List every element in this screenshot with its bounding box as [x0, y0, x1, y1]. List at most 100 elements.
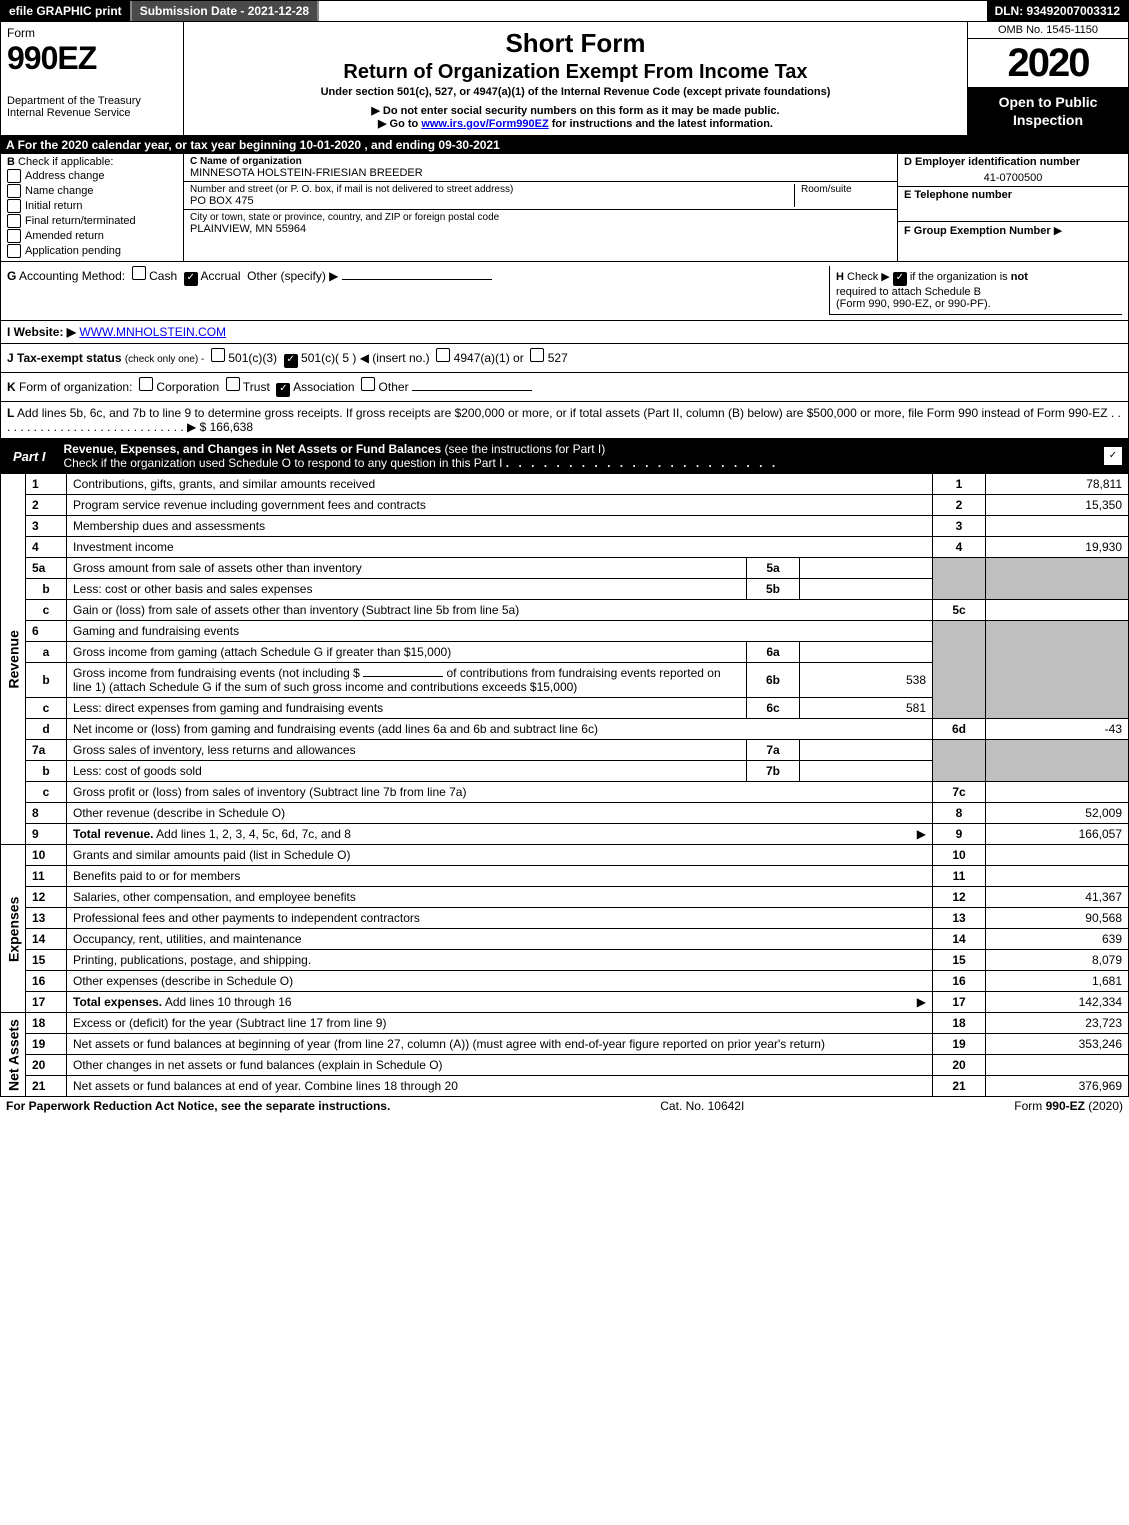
line-19-desc: Net assets or fund balances at beginning…	[67, 1034, 933, 1055]
schedule-o-checkbox[interactable]	[1104, 447, 1122, 465]
irs-link[interactable]: www.irs.gov/Form990EZ	[421, 118, 548, 130]
website-link[interactable]: WWW.MNHOLSTEIN.COM	[79, 325, 226, 339]
line-14-desc: Occupancy, rent, utilities, and maintena…	[67, 929, 933, 950]
period-bar: A For the 2020 calendar year, or tax yea…	[0, 136, 1129, 154]
501c3-label: 501(c)(3)	[228, 351, 277, 365]
line-6c-desc: Less: direct expenses from gaming and fu…	[67, 698, 747, 719]
part-1-label: Part I	[1, 446, 58, 467]
line-2-num: 2	[26, 495, 67, 516]
j-label: J Tax-exempt status	[7, 351, 122, 365]
form-prefix: Form	[1014, 1099, 1045, 1113]
initial-return-checkbox[interactable]	[7, 199, 21, 213]
line-4-val: 19,930	[986, 537, 1129, 558]
j-row: J Tax-exempt status (check only one) - 5…	[0, 344, 1129, 373]
line-7b-box: 7b	[747, 761, 800, 782]
application-pending-checkbox[interactable]	[7, 244, 21, 258]
trust-checkbox[interactable]	[226, 377, 240, 391]
k-label: K	[7, 380, 16, 394]
line-17-box: 17	[933, 992, 986, 1013]
501c-checkbox[interactable]	[284, 354, 298, 368]
line-10-box: 10	[933, 845, 986, 866]
cash-checkbox[interactable]	[132, 266, 146, 280]
line-20-num: 20	[26, 1055, 67, 1076]
line-15-num: 15	[26, 950, 67, 971]
527-checkbox[interactable]	[530, 348, 544, 362]
form-number-footer: 990-EZ	[1046, 1099, 1085, 1113]
line-7c-desc: Gross profit or (loss) from sales of inv…	[67, 782, 933, 803]
submission-date-button[interactable]: Submission Date - 2021-12-28	[130, 1, 319, 21]
top-bar: efile GRAPHIC print Submission Date - 20…	[0, 0, 1129, 22]
line-15-val: 8,079	[986, 950, 1129, 971]
line-6d-val: -43	[986, 719, 1129, 740]
shaded-7	[933, 740, 986, 782]
line-5a-box: 5a	[747, 558, 800, 579]
line-6a-desc: Gross income from gaming (attach Schedul…	[67, 642, 747, 663]
application-pending-label: Application pending	[25, 245, 121, 257]
4947-checkbox[interactable]	[436, 348, 450, 362]
part-1-title: Revenue, Expenses, and Changes in Net As…	[58, 439, 1104, 473]
open-to-public: Open to Public Inspection	[968, 87, 1128, 135]
line-19-num: 19	[26, 1034, 67, 1055]
line-5a-desc: Gross amount from sale of assets other t…	[67, 558, 747, 579]
line-21-num: 21	[26, 1076, 67, 1097]
shaded-6	[933, 621, 986, 719]
org-name: MINNESOTA HOLSTEIN-FRIESIAN BREEDER	[190, 167, 891, 179]
h-text3: required to attach Schedule B	[836, 286, 981, 298]
h-box: H Check ▶ if the organization is not req…	[829, 266, 1122, 315]
part-1-check-text: Check if the organization used Schedule …	[64, 456, 503, 470]
shaded-6-val	[986, 621, 1129, 719]
l-text: Add lines 5b, 6c, and 7b to line 9 to de…	[17, 406, 1108, 420]
b-label: B	[7, 156, 15, 168]
line-7c-box: 7c	[933, 782, 986, 803]
c-label: C Name of organization	[190, 156, 891, 167]
line-6b-num: b	[26, 663, 67, 698]
corporation-label: Corporation	[156, 380, 219, 394]
dept-label: Department of the Treasury Internal Reve…	[7, 95, 177, 119]
cat-no: Cat. No. 10642I	[660, 1099, 744, 1113]
tax-year: 2020	[968, 39, 1128, 87]
line-4-num: 4	[26, 537, 67, 558]
line-7a-box: 7a	[747, 740, 800, 761]
501c3-checkbox[interactable]	[211, 348, 225, 362]
line-9-num: 9	[26, 824, 67, 845]
address: PO BOX 475	[190, 195, 794, 207]
address-change-checkbox[interactable]	[7, 169, 21, 183]
line-5b-num: b	[26, 579, 67, 600]
title-box: Short Form Return of Organization Exempt…	[184, 22, 967, 135]
addr-label: Number and street (or P. O. box, if mail…	[190, 184, 794, 195]
period-text: For the 2020 calendar year, or tax year …	[18, 138, 500, 152]
name-change-checkbox[interactable]	[7, 184, 21, 198]
l-value: $ 166,638	[200, 420, 253, 434]
corporation-checkbox[interactable]	[139, 377, 153, 391]
shaded-5-val	[986, 558, 1129, 600]
l-label: L	[7, 406, 14, 420]
line-4-desc: Investment income	[67, 537, 933, 558]
efile-print-label[interactable]: efile GRAPHIC print	[1, 1, 130, 21]
line-7a-desc: Gross sales of inventory, less returns a…	[67, 740, 747, 761]
line-6a-num: a	[26, 642, 67, 663]
association-label: Association	[293, 380, 354, 394]
under-section: Under section 501(c), 527, or 4947(a)(1)…	[188, 86, 963, 98]
line-8-desc: Other revenue (describe in Schedule O)	[67, 803, 933, 824]
line-5c-val	[986, 600, 1129, 621]
association-checkbox[interactable]	[276, 383, 290, 397]
amended-return-checkbox[interactable]	[7, 229, 21, 243]
g-text: Accounting Method:	[19, 269, 125, 283]
paperwork-notice: For Paperwork Reduction Act Notice, see …	[6, 1099, 390, 1113]
other-org-checkbox[interactable]	[361, 377, 375, 391]
h-text2: if the organization is	[910, 271, 1008, 283]
e-label: E Telephone number	[898, 186, 1128, 203]
line-6b-pre: Gross income from fundraising events (no…	[73, 666, 360, 680]
4947-label: 4947(a)(1) or	[454, 351, 524, 365]
f-arrow: ▶	[1054, 225, 1062, 237]
final-return-checkbox[interactable]	[7, 214, 21, 228]
org-info-row: B Check if applicable: Address change Na…	[0, 154, 1129, 262]
line-20-val	[986, 1055, 1129, 1076]
line-20-box: 20	[933, 1055, 986, 1076]
line-13-num: 13	[26, 908, 67, 929]
line-5c-desc: Gain or (loss) from sale of assets other…	[67, 600, 933, 621]
h-checkbox[interactable]	[893, 272, 907, 286]
g-row: H Check ▶ if the organization is not req…	[0, 262, 1129, 321]
line-6-desc: Gaming and fundraising events	[67, 621, 933, 642]
accrual-checkbox[interactable]	[184, 272, 198, 286]
